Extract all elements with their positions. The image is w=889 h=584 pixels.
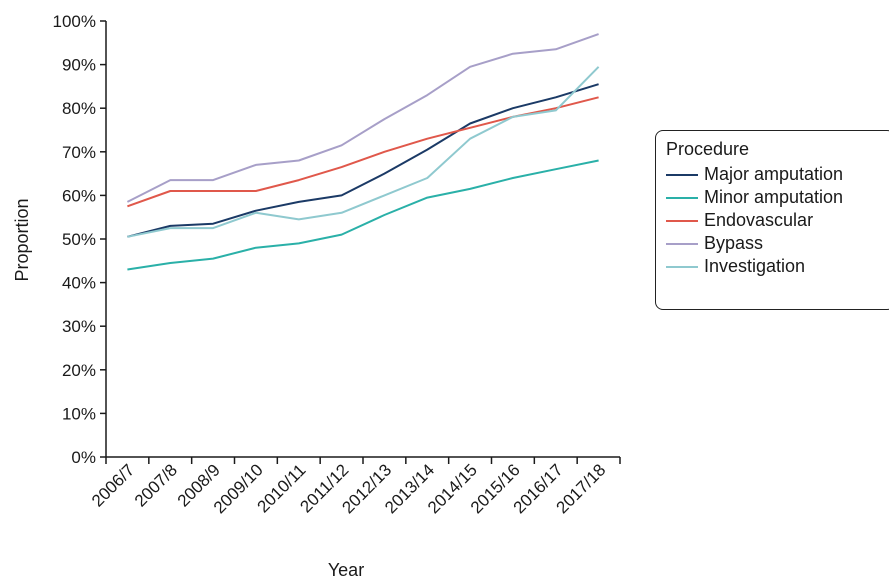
y-axis-title: Proportion bbox=[12, 198, 32, 281]
legend-swatch bbox=[666, 196, 698, 199]
y-tick-label: 40% bbox=[62, 274, 96, 293]
series-line-minor-amputation bbox=[127, 159, 599, 271]
y-tick-label: 70% bbox=[62, 143, 96, 162]
legend-label: Endovascular bbox=[704, 210, 814, 230]
y-tick-label: 100% bbox=[53, 12, 96, 31]
y-tick-label: 60% bbox=[62, 186, 96, 205]
y-tick-label: 90% bbox=[62, 56, 96, 75]
legend-item: Minor amputation bbox=[666, 186, 889, 209]
legend-label: Investigation bbox=[704, 256, 806, 276]
series-line-major-amputation bbox=[127, 83, 599, 238]
legend-item: Major amputation bbox=[666, 163, 889, 186]
legend-items: Major amputation Minor amputation Endovasc… bbox=[666, 163, 889, 278]
series-line-bypass bbox=[126, 33, 599, 203]
series-line-investigation bbox=[127, 66, 600, 238]
y-tick-label: 50% bbox=[62, 230, 96, 249]
legend-swatch bbox=[666, 219, 698, 222]
legend-label: Bypass bbox=[704, 233, 764, 253]
y-tick-label: 20% bbox=[62, 361, 96, 380]
y-tick-label: 80% bbox=[62, 99, 96, 118]
legend-swatch bbox=[666, 265, 698, 268]
legend-item: Endovascular bbox=[666, 209, 889, 232]
legend-label: Minor amputation bbox=[704, 187, 844, 207]
y-tick-label: 0% bbox=[71, 448, 96, 467]
legend-swatch bbox=[666, 173, 698, 176]
x-tick-label: 2006/7 bbox=[88, 460, 138, 510]
chart-axes: 0% 10% 20% 30% 40% 50% 60% 70% 80% 90% 100% 2006/72… bbox=[53, 12, 621, 517]
y-tick-label: 30% bbox=[62, 317, 96, 336]
legend-label: Major amputation bbox=[704, 164, 844, 184]
y-tick-label: 10% bbox=[62, 404, 96, 423]
x-axis-title: Year bbox=[328, 560, 364, 580]
legend: Procedure Major amputation Minor amputati… bbox=[655, 130, 889, 310]
legend-item: Investigation bbox=[666, 255, 889, 278]
legend-title: Procedure bbox=[666, 139, 750, 159]
legend-swatch bbox=[666, 242, 698, 245]
legend-item: Bypass bbox=[666, 232, 889, 255]
x-tick-label: 2007/8 bbox=[131, 460, 181, 510]
series-layer bbox=[126, 33, 600, 271]
